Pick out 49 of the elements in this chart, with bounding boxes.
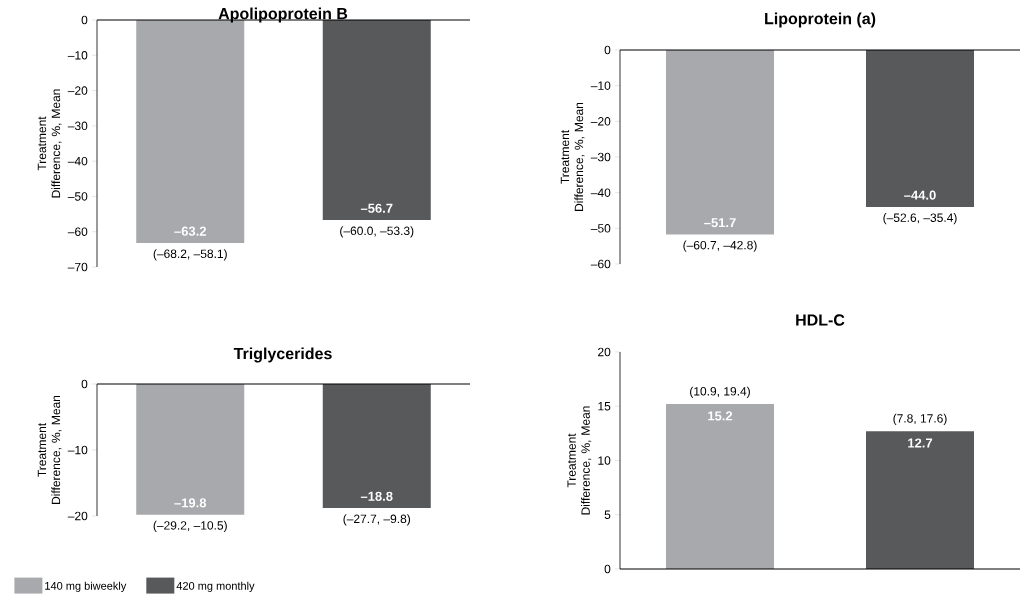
annotation: (–68.2, –58.1)	[153, 249, 227, 261]
annotation: (–52.6, –35.4)	[883, 213, 957, 225]
y-tick-label: –40	[590, 188, 611, 197]
data-label: –18.8	[360, 491, 393, 501]
y-axis-title: Treatment Difference, %, Mean	[37, 395, 62, 504]
y-tick-label: 0	[604, 45, 611, 55]
y-tick-label: –10	[67, 445, 88, 455]
annotation: (–27.7, –9.8)	[343, 514, 411, 526]
annotation: (7.8, 17.6)	[893, 413, 947, 425]
chart-title: Apolipoprotein B	[218, 7, 348, 23]
y-tick-label: 20	[598, 347, 611, 357]
chart-title: HDL-C	[796, 314, 845, 326]
y-tick-label: –60	[67, 227, 88, 236]
data-label: 12.7	[908, 438, 933, 448]
annotation: (–60.0, –53.3)	[340, 226, 414, 238]
chart-title: Triglycerides	[233, 347, 332, 363]
y-tick-label: –20	[67, 511, 88, 521]
y-tick-label: –10	[590, 81, 611, 90]
y-tick-label: –70	[67, 262, 88, 272]
y-tick-label: 0	[81, 15, 88, 25]
data-label: 15.2	[708, 411, 733, 421]
y-tick-label: –50	[67, 192, 88, 201]
y-tick-label: –30	[67, 121, 88, 131]
data-label: –56.7	[360, 203, 393, 213]
annotation: (10.9, 19.4)	[690, 386, 750, 398]
y-tick-label: –10	[67, 51, 88, 60]
data-label: –63.2	[174, 226, 206, 236]
data-label: –44.0	[904, 190, 936, 200]
y-axis-title: Treatment Difference, %, Mean	[37, 89, 62, 198]
y-axis-title: Treatment Difference, %, Mean	[567, 406, 592, 515]
text: (–29.2, –10.5)	[153, 520, 227, 533]
y-tick-label: 0	[81, 379, 88, 389]
y-tick-label: –60	[590, 259, 611, 269]
y-tick-label: 5	[604, 510, 611, 519]
y-tick-label: –20	[590, 117, 611, 126]
y-tick-label: –50	[590, 224, 611, 233]
y-tick-label: –30	[590, 152, 611, 162]
y-axis-title: Treatment Difference, %, Mean	[560, 102, 585, 211]
y-tick-label: 0	[604, 564, 611, 574]
y-tick-label: 15	[598, 402, 611, 411]
y-tick-label: 10	[598, 456, 611, 465]
data-label: –51.7	[704, 218, 736, 228]
annotation: (–60.7, –42.8)	[683, 240, 757, 252]
y-tick-label: –40	[67, 156, 88, 166]
legend-label: 420 mg monthly	[176, 581, 255, 592]
y-tick-label: –20	[67, 86, 88, 95]
legend-label: 140 mg biweekly	[45, 581, 127, 592]
chart-title: Lipoprotein (a)	[765, 12, 876, 28]
data-label: –19.8	[174, 498, 207, 508]
